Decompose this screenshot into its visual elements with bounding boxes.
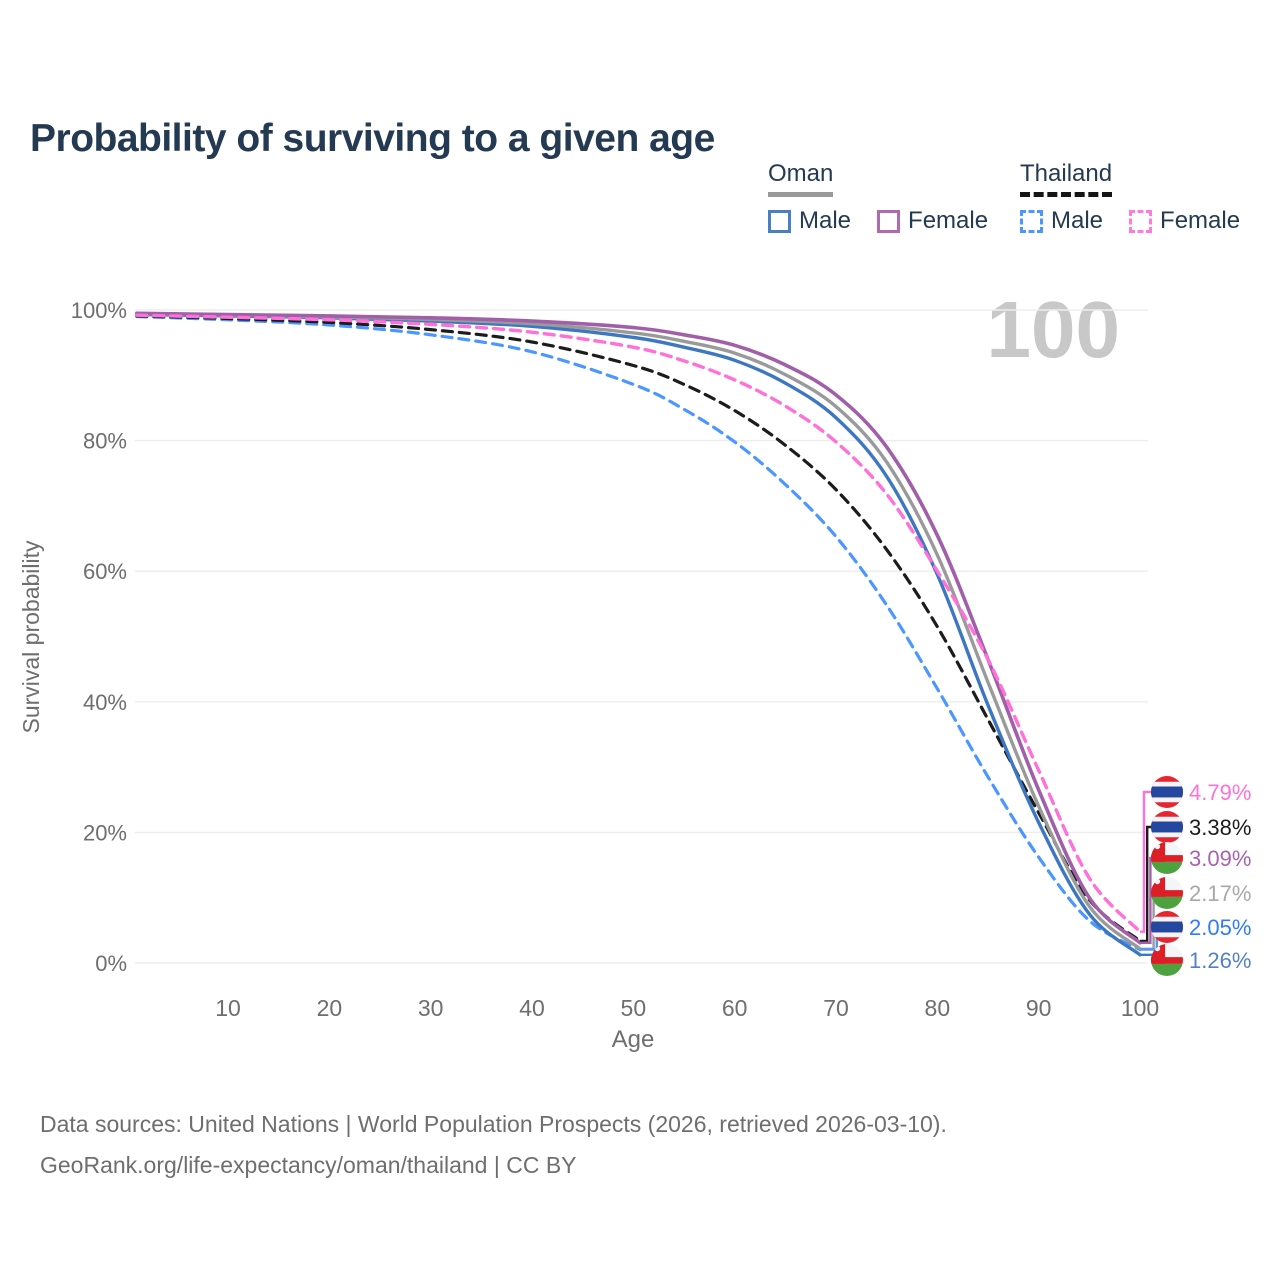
legend-item-oman-female[interactable]: Female [877, 207, 988, 235]
curve-oman-male [135, 312, 1142, 957]
oman-male-swatch-icon [768, 209, 791, 233]
legend-items-thailand: Male Female [1020, 207, 1240, 235]
y-axis-title: Survival probability [18, 540, 44, 734]
thailand-flag-icon [1151, 811, 1183, 843]
thailand-female-swatch-icon [1129, 209, 1153, 233]
end-label-value-oman-male: 1.26% [1189, 948, 1251, 973]
legend-item-thailand-male[interactable]: Male [1020, 207, 1103, 235]
y-tick-label-80: 80% [83, 429, 127, 454]
end-label-value-thailand-female: 4.79% [1189, 780, 1251, 805]
y-tick-label-20: 20% [83, 820, 127, 845]
y-tick-label-40: 40% [83, 690, 127, 715]
end-label-connector-thailand-female [1140, 790, 1152, 933]
x-tick-label-20: 20 [317, 995, 343, 1021]
x-tick-label-100: 100 [1121, 995, 1159, 1021]
end-label-value-oman-female: 3.09% [1189, 846, 1251, 871]
thailand-flag-icon [1151, 776, 1183, 808]
thailand-male-swatch-icon [1020, 209, 1043, 233]
legend-group-oman: Oman Male Female [768, 160, 988, 235]
x-tick-label-70: 70 [823, 995, 849, 1021]
legend-item-label: Female [1160, 207, 1241, 234]
y-tick-label-0: 0% [95, 951, 127, 976]
curve-thailand-female [135, 313, 1142, 934]
y-tick-label-60: 60% [83, 559, 127, 584]
curve-oman-female [135, 311, 1142, 945]
x-tick-label-80: 80 [925, 995, 951, 1021]
page-title: Probability of surviving to a given age [30, 117, 715, 161]
end-label-value-oman-both: 2.17% [1189, 881, 1251, 906]
legend-item-label: Male [1051, 207, 1104, 234]
legend-items-oman: Male Female [768, 207, 988, 235]
thailand-flag-icon [1151, 911, 1183, 943]
legend-group-thailand: Thailand Male Female [1020, 160, 1240, 235]
x-axis-title: Age [611, 1026, 655, 1053]
legend-item-oman-male[interactable]: Male [768, 207, 851, 235]
x-tick-label-10: 10 [215, 995, 241, 1021]
oman-female-swatch-icon [877, 209, 901, 233]
legend-header-thailand: Thailand [1020, 160, 1113, 197]
end-label-connector-thailand-both [1140, 825, 1152, 943]
x-tick-label-60: 60 [722, 995, 748, 1021]
curve-thailand-both [135, 314, 1142, 943]
x-tick-label-30: 30 [418, 995, 444, 1021]
legend-item-thailand-female[interactable]: Female [1129, 207, 1240, 235]
legend-item-label: Female [908, 207, 989, 234]
x-tick-label-40: 40 [519, 995, 545, 1021]
curve-oman-both [135, 312, 1142, 951]
legend-item-label: Male [799, 207, 852, 234]
oman-flag-icon [1151, 944, 1183, 976]
footer-attribution-line: GeoRank.org/life-expectancy/oman/thailan… [40, 1152, 577, 1178]
oman-flag-icon [1151, 877, 1183, 909]
x-tick-label-90: 90 [1026, 995, 1052, 1021]
x-tick-label-50: 50 [621, 995, 647, 1021]
curve-thailand-male [135, 314, 1142, 952]
end-label-value-thailand-male: 2.05% [1189, 915, 1251, 940]
end-label-value-thailand-both: 3.38% [1189, 815, 1251, 840]
footer-sources-line: Data sources: United Nations | World Pop… [40, 1111, 947, 1137]
y-tick-label-100: 100% [71, 298, 127, 323]
legend-header-oman: Oman [768, 160, 834, 197]
footer: Data sources: United Nations | World Pop… [40, 1104, 947, 1186]
oman-flag-icon [1151, 842, 1183, 874]
age-watermark: 100 [986, 285, 1120, 374]
